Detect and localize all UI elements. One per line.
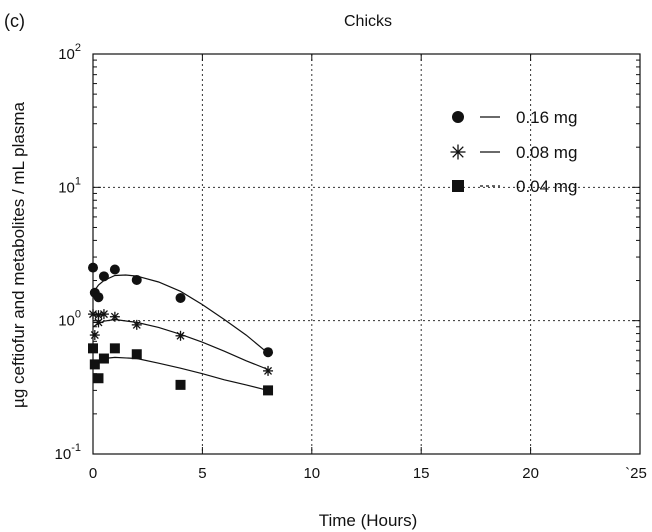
legend-item: 0.04 mg [452, 177, 577, 196]
data-point-square [109, 343, 120, 354]
asterisk-stroke [110, 312, 119, 321]
data-point-asterisk [263, 365, 274, 376]
x-tick-label: 10 [303, 465, 320, 482]
data-point-asterisk [109, 311, 120, 322]
data-point-square [93, 373, 104, 384]
data-point-asterisk [89, 330, 100, 341]
x-tick-label: 15 [413, 465, 430, 482]
x-tick-label: 5 [198, 465, 206, 482]
data-point-circle [109, 264, 120, 275]
x-tick-label: `25 [625, 465, 647, 482]
data-point-circle [98, 271, 109, 282]
data-points [88, 262, 274, 396]
data-point-circle [131, 274, 142, 285]
legend-item: 0.16 mg [452, 108, 577, 127]
asterisk-stroke [94, 311, 103, 320]
y-tick-label: 10-1 [55, 442, 81, 463]
y-tick-label: 102 [58, 42, 81, 63]
y-tick-label: 101 [58, 175, 81, 196]
data-point-square [175, 379, 186, 390]
data-point-circle [263, 347, 274, 358]
data-point-circle [93, 292, 104, 303]
chart-title: Chicks [344, 13, 392, 30]
asterisk-stroke [452, 146, 464, 158]
x-tick-label: 20 [522, 465, 539, 482]
panel-label: (c) [4, 11, 25, 31]
legend-marker-circle [452, 111, 464, 123]
grid [93, 54, 640, 454]
data-point-asterisk [131, 319, 142, 330]
asterisk-stroke [99, 310, 108, 319]
y-axis-title: µg ceftiofur and metabolites / mL plasma [9, 102, 28, 408]
data-point-square [131, 349, 142, 360]
legend-label: 0.16 mg [516, 108, 577, 127]
data-point-circle [88, 262, 98, 273]
asterisk-stroke [94, 318, 103, 327]
asterisk-stroke [176, 331, 185, 340]
y-tick-label: 100 [58, 309, 81, 330]
legend-label: 0.04 mg [516, 177, 577, 196]
data-point-circle [175, 292, 186, 303]
data-point-square [98, 353, 109, 364]
plot-frame [92, 53, 641, 455]
legend-marker-square [452, 180, 464, 192]
legend-label: 0.08 mg [516, 143, 577, 162]
data-point-asterisk [98, 309, 109, 320]
asterisk-stroke [264, 366, 273, 375]
legend-item: 0.08 mg [450, 143, 577, 162]
data-point-square [89, 359, 100, 370]
data-point-asterisk [175, 330, 186, 341]
data-point-square [88, 343, 98, 354]
legend-marker-asterisk [450, 144, 466, 160]
x-axis-title: Time (Hours) [319, 511, 418, 530]
legend: 0.16 mg 0.08 mg 0.04 mg [450, 108, 577, 196]
data-point-square [263, 385, 274, 396]
fit-curve-0 [92, 274, 269, 354]
axes: 0 5 10 15 20 `25 10-1 100 101 102 [55, 42, 647, 482]
x-tick-label: 0 [89, 465, 97, 482]
asterisk-stroke [132, 320, 141, 329]
asterisk-stroke [90, 331, 99, 340]
